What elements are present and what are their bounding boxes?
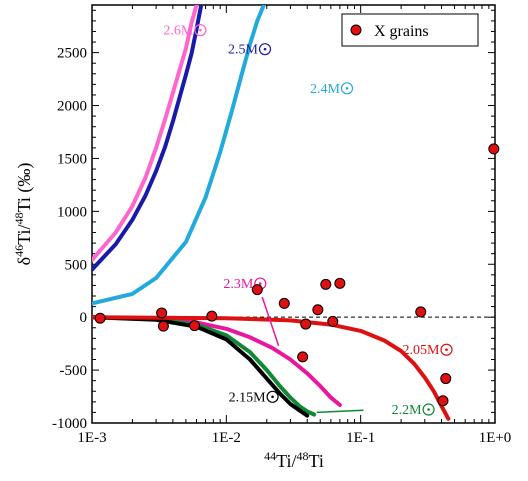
curve-2_2M <box>92 315 317 417</box>
x-grain-point <box>437 395 449 407</box>
x-axis-title: 44Ti/48Ti <box>264 449 324 471</box>
y-tick-label: 1000 <box>57 204 87 220</box>
data-points <box>94 143 500 407</box>
y-tick-label: 2500 <box>57 46 87 62</box>
model-curves <box>92 5 451 421</box>
x-grain-point <box>157 320 169 332</box>
solar-mass-dot <box>258 282 262 285</box>
solar-mass-icon <box>340 82 354 95</box>
x-grain-point <box>156 307 168 319</box>
legend-label: X grains <box>374 23 429 40</box>
leader-line <box>316 409 364 414</box>
curve-label: 2.5M <box>228 43 259 58</box>
y-axis-title: δ46Ti/48Ti (‰) <box>12 163 35 266</box>
solar-mass-dot <box>263 47 267 51</box>
curve-2_5M <box>92 5 204 272</box>
solar-mass-icon <box>258 43 272 56</box>
x-grain-point <box>206 310 218 322</box>
solar-mass-dot <box>445 348 448 352</box>
legend-box <box>341 13 479 47</box>
y-tick-label: 2000 <box>57 99 87 115</box>
solar-mass-dot <box>427 408 430 411</box>
x-grain-point <box>415 306 427 318</box>
solar-mass-icon <box>422 403 435 416</box>
curve-2_4M <box>92 5 266 306</box>
curve-2_6M <box>92 5 199 262</box>
x-grain-point <box>94 312 106 324</box>
axis-ticks: -1000 -500 0 500 1000 1500 2000 2500 1E-3 1E-2 1E-… <box>52 5 511 446</box>
solar-mass-icon <box>266 390 279 403</box>
x-grain-point <box>251 284 263 296</box>
model-curve-labels: 2.6M 2.5M 2.4M 2.3M 2.2M 2.15M 2.05M <box>163 24 453 418</box>
x-tick-label: 1E-1 <box>346 430 375 446</box>
curve-label: 2.05M <box>403 343 441 358</box>
curve-2_05M <box>92 315 451 421</box>
x-grain-point <box>312 304 324 316</box>
y-tick-label: -500 <box>60 363 88 379</box>
x-grain-point <box>327 315 339 327</box>
x-grain-point <box>334 277 346 289</box>
x-grain-point <box>278 297 290 309</box>
curve-2_15M <box>92 315 310 418</box>
solar-mass-icon <box>440 343 453 356</box>
curve-label: 2.4M <box>310 82 341 97</box>
x-grain-point <box>488 143 500 155</box>
solar-mass-dot <box>199 28 202 32</box>
y-tick-label: -1000 <box>52 416 87 432</box>
x-tick-label: 1E+0 <box>479 430 512 446</box>
y-tick-label: 0 <box>80 310 88 326</box>
solar-mass-icon <box>194 24 207 37</box>
solar-mass-dot <box>345 87 349 90</box>
x-grain-point <box>189 320 201 332</box>
solar-mass-dot <box>271 395 274 399</box>
curve-label: 2.3M <box>223 277 254 292</box>
x-tick-label: 1E-3 <box>77 430 106 446</box>
leader-line <box>261 296 280 346</box>
legend-marker <box>350 24 362 36</box>
x-tick-label: 1E-2 <box>212 430 241 446</box>
curve-label: 2.6M <box>163 24 194 39</box>
x-grain-point <box>297 351 309 363</box>
curve-label: 2.15M <box>229 390 266 405</box>
x-grain-point <box>440 373 452 385</box>
legend: X grains <box>341 13 479 47</box>
x-grain-point <box>320 278 332 290</box>
plot-frame <box>91 4 496 424</box>
curve-label: 2.2M <box>392 403 423 418</box>
y-tick-label: 500 <box>65 257 88 273</box>
y-tick-label: 1500 <box>57 151 87 167</box>
x-grain-point <box>300 318 312 330</box>
